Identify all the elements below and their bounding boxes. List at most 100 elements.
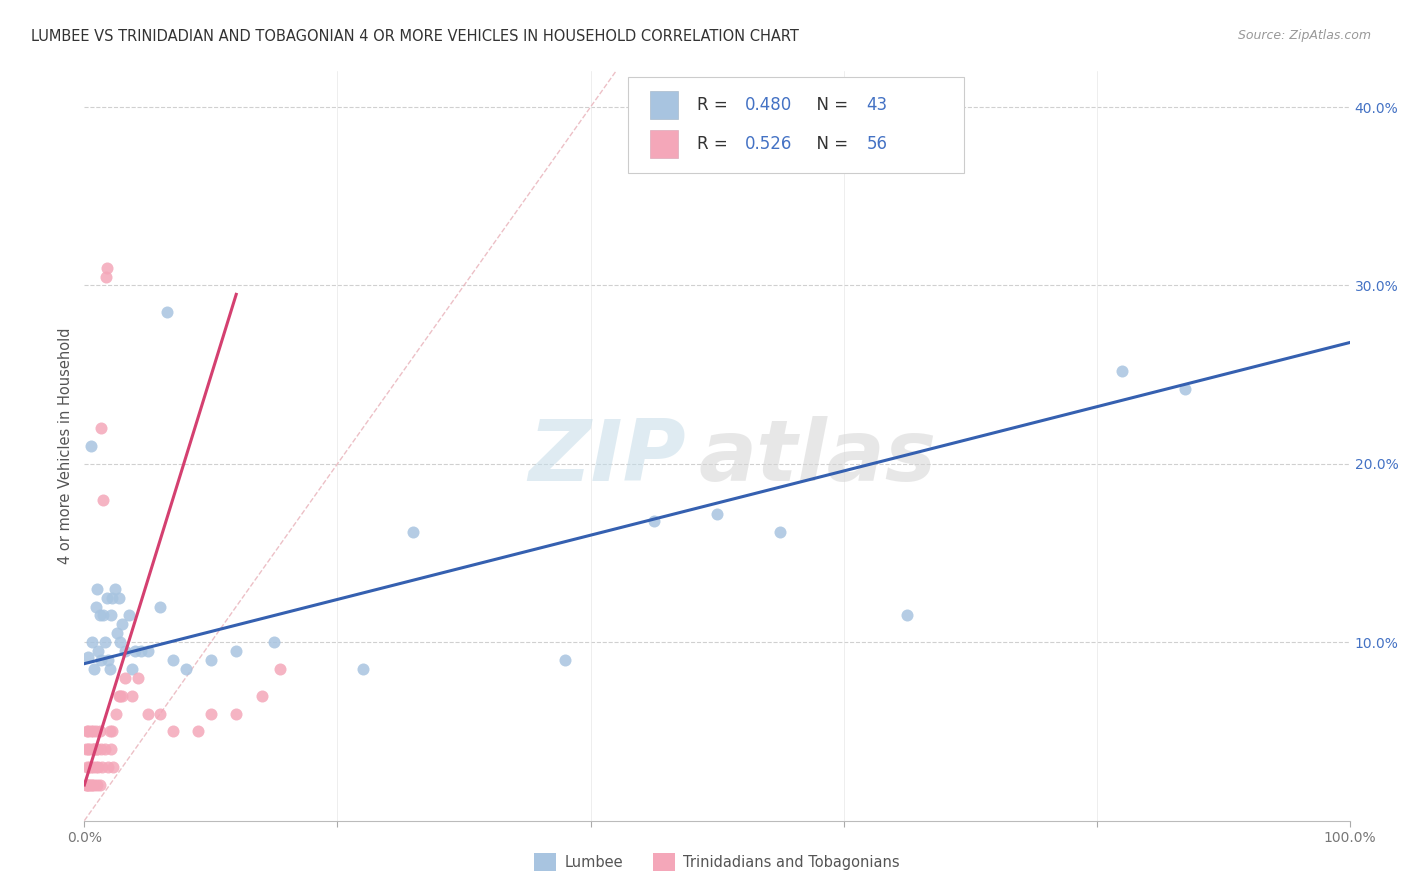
Point xyxy=(79,778,101,792)
Point xyxy=(90,742,112,756)
Point xyxy=(225,644,247,658)
Point xyxy=(83,662,105,676)
Point xyxy=(77,649,100,664)
Point xyxy=(769,524,792,539)
Point xyxy=(77,742,100,756)
Text: 56: 56 xyxy=(866,135,887,153)
Point xyxy=(86,778,108,792)
Point xyxy=(1111,364,1133,378)
Point xyxy=(155,305,177,319)
Point xyxy=(98,724,121,739)
Point xyxy=(149,706,172,721)
Point xyxy=(118,608,141,623)
Point xyxy=(101,591,124,605)
Point xyxy=(706,507,728,521)
Point xyxy=(93,608,115,623)
Point xyxy=(149,599,172,614)
Point xyxy=(136,644,159,658)
Point xyxy=(80,635,103,649)
Text: atlas: atlas xyxy=(699,416,936,499)
Point xyxy=(554,653,576,667)
Point xyxy=(79,439,103,453)
Point xyxy=(75,778,97,792)
Point xyxy=(83,742,105,756)
Y-axis label: 4 or more Vehicles in Household: 4 or more Vehicles in Household xyxy=(58,327,73,565)
Point xyxy=(402,524,425,539)
Point xyxy=(896,608,918,623)
FancyBboxPatch shape xyxy=(628,77,965,172)
Point xyxy=(79,742,101,756)
Point xyxy=(75,742,97,756)
Point xyxy=(1174,382,1197,396)
Text: N =: N = xyxy=(806,96,853,114)
Point xyxy=(174,662,197,676)
Point xyxy=(114,644,136,658)
Point xyxy=(90,421,112,435)
FancyBboxPatch shape xyxy=(650,130,678,158)
Point xyxy=(93,492,115,507)
Point xyxy=(94,269,117,284)
Point xyxy=(643,514,665,528)
Point xyxy=(76,760,98,774)
Point xyxy=(124,644,146,658)
Point xyxy=(89,608,111,623)
Point xyxy=(96,260,118,275)
Point xyxy=(162,724,184,739)
Point xyxy=(100,742,122,756)
Point xyxy=(87,644,110,658)
Point xyxy=(76,778,98,792)
Point xyxy=(129,644,153,658)
Point xyxy=(86,742,108,756)
Point xyxy=(105,706,127,721)
Point xyxy=(79,760,101,774)
Point xyxy=(162,653,184,667)
Point xyxy=(82,724,104,739)
Point xyxy=(97,760,120,774)
Point xyxy=(93,635,115,649)
Point xyxy=(80,742,103,756)
Point xyxy=(79,760,103,774)
Text: 43: 43 xyxy=(866,96,887,114)
Point xyxy=(107,689,129,703)
Text: ZIP: ZIP xyxy=(527,416,686,499)
Point xyxy=(111,617,134,632)
Point xyxy=(127,671,149,685)
Point xyxy=(136,706,159,721)
Point xyxy=(103,760,125,774)
Point xyxy=(200,653,222,667)
Point xyxy=(93,742,115,756)
Point xyxy=(80,778,103,792)
Point xyxy=(187,724,209,739)
Text: 0.526: 0.526 xyxy=(745,135,792,153)
Point xyxy=(352,662,374,676)
Point xyxy=(98,662,121,676)
Point xyxy=(200,706,222,721)
Point xyxy=(82,760,104,774)
Text: R =: R = xyxy=(697,96,733,114)
Point xyxy=(83,778,105,792)
Point xyxy=(101,724,124,739)
Point xyxy=(79,724,103,739)
Point xyxy=(89,724,111,739)
Text: N =: N = xyxy=(806,135,853,153)
Point xyxy=(114,671,136,685)
FancyBboxPatch shape xyxy=(650,91,678,120)
Point xyxy=(90,653,112,667)
Point xyxy=(84,599,107,614)
Point xyxy=(108,689,131,703)
Point xyxy=(76,724,98,739)
Text: Source: ZipAtlas.com: Source: ZipAtlas.com xyxy=(1237,29,1371,43)
Point xyxy=(270,662,292,676)
Point xyxy=(121,689,143,703)
Point xyxy=(105,626,128,640)
Point xyxy=(108,635,131,649)
Point xyxy=(91,760,114,774)
Point xyxy=(111,689,134,703)
Point xyxy=(104,582,127,596)
Point xyxy=(107,591,129,605)
Point xyxy=(96,591,118,605)
Legend: Lumbee, Trinidadians and Tobagonians: Lumbee, Trinidadians and Tobagonians xyxy=(529,847,905,877)
Point xyxy=(84,760,107,774)
Point xyxy=(263,635,285,649)
Point xyxy=(89,778,111,792)
